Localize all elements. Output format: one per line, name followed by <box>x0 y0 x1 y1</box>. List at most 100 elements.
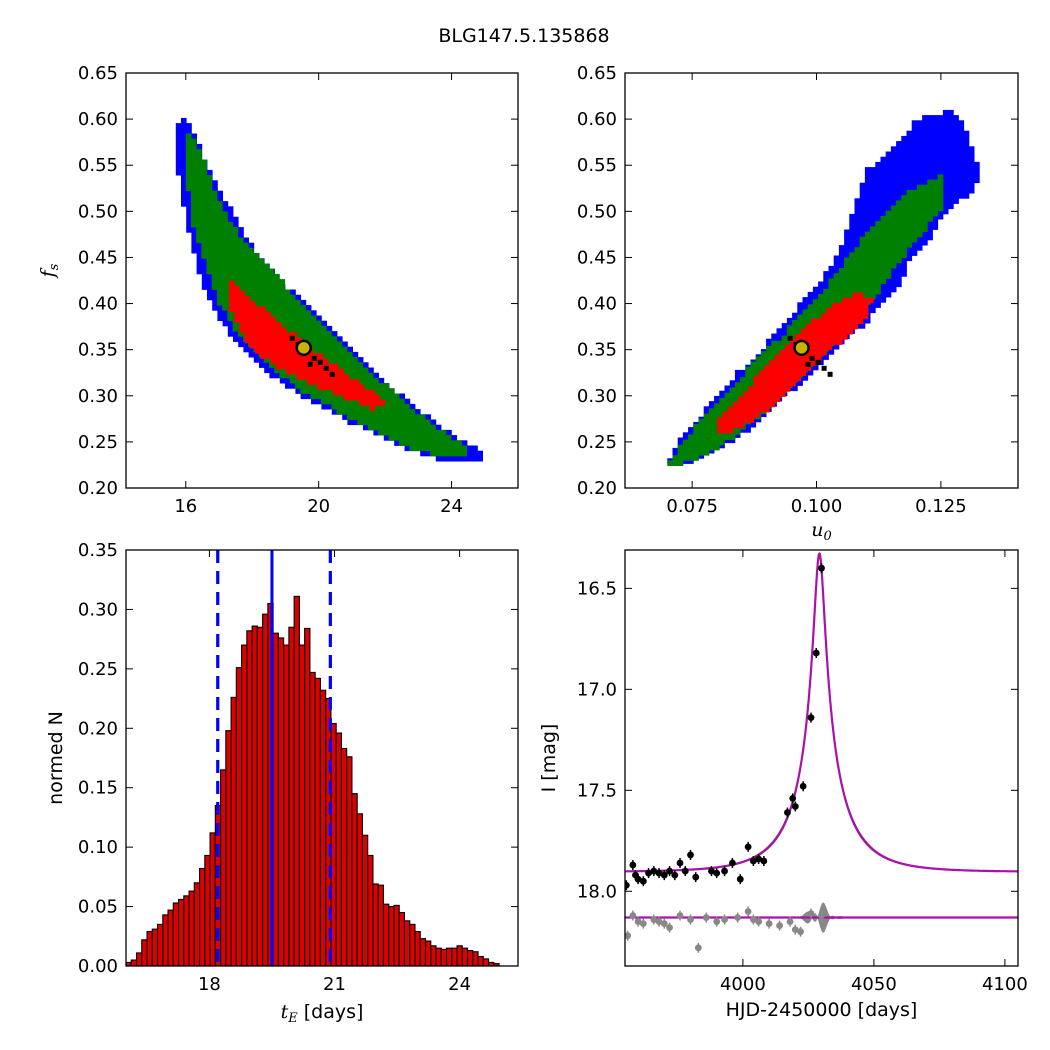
heatmap-cell <box>343 394 349 401</box>
heatmap-cell <box>901 182 907 189</box>
heatmap-cell <box>440 450 447 457</box>
heatmap-cell <box>859 283 866 290</box>
heatmap-cell <box>229 280 235 287</box>
histogram-bar <box>283 644 290 966</box>
heatmap-cell <box>812 299 819 305</box>
heatmap-cell <box>211 232 218 238</box>
heatmap-cell <box>326 403 333 410</box>
histogram-bar <box>382 903 390 966</box>
heatmap-cell <box>362 377 369 384</box>
heatmap-cell <box>260 327 266 333</box>
heatmap-cell <box>237 273 244 280</box>
heatmap-cell <box>383 419 389 426</box>
heatmap-cell <box>875 203 881 210</box>
heatmap-cell <box>233 336 239 342</box>
heatmap-cell <box>191 211 197 218</box>
heatmap-cell <box>181 138 187 145</box>
heatmap-cell <box>942 187 949 194</box>
heatmap-cell <box>745 377 751 383</box>
heatmap-cell <box>708 408 715 414</box>
heatmap-cell <box>378 393 384 400</box>
heatmap-cell <box>717 422 723 429</box>
heatmap-cell <box>831 318 838 325</box>
heatmap-cell <box>191 206 197 212</box>
heatmap-cell <box>243 341 249 348</box>
heatmap-cell <box>963 130 970 137</box>
heatmap-cell <box>734 392 741 399</box>
heatmap-cell <box>901 255 907 262</box>
heatmap-cell <box>399 424 405 431</box>
heatmap-cell <box>305 310 311 316</box>
heatmap-cell <box>911 156 918 163</box>
heatmap-cell <box>206 206 213 212</box>
heatmap-cell <box>906 200 913 206</box>
histogram-bar <box>335 732 342 966</box>
heatmap-cell <box>234 296 240 302</box>
heatmap-cell <box>901 210 907 217</box>
heatmap-cell <box>842 297 848 304</box>
heatmap-cell <box>810 323 817 330</box>
heatmap-cell <box>295 383 301 389</box>
heatmap-cell <box>331 331 338 337</box>
heatmap-cell <box>237 242 244 249</box>
histogram-bar <box>398 911 406 966</box>
heatmap-cell <box>289 294 296 301</box>
observation-point <box>655 869 663 877</box>
heatmap-cell <box>342 414 348 420</box>
heatmap-cell <box>211 190 218 197</box>
heatmap-cell <box>774 354 781 361</box>
heatmap-cell <box>249 337 256 344</box>
heatmap-cell <box>279 372 285 379</box>
heatmap-cell <box>963 193 970 199</box>
heatmap-cell <box>333 379 339 385</box>
heatmap-cell <box>901 265 907 272</box>
heatmap-cell <box>263 299 270 306</box>
heatmap-cell <box>693 455 699 461</box>
heatmap-cell <box>948 177 954 184</box>
heatmap-cell <box>838 273 845 279</box>
heatmap-cell <box>467 445 473 452</box>
heatmap-cell <box>922 115 928 121</box>
heatmap-cell <box>784 354 791 361</box>
heatmap-cell <box>374 400 381 406</box>
heatmap-cell <box>260 332 266 339</box>
heatmap-cell <box>446 429 452 436</box>
heatmap-cell <box>774 391 781 397</box>
heatmap-cell <box>232 232 239 238</box>
heatmap-cell <box>748 401 755 408</box>
heatmap-cell <box>265 322 271 328</box>
heatmap-cell <box>217 237 223 244</box>
heatmap-cell <box>181 195 187 202</box>
heatmap-cell <box>703 444 710 451</box>
heatmap-cell <box>854 262 861 269</box>
heatmap-cell <box>859 229 866 236</box>
heatmap-cell <box>958 161 965 168</box>
heatmap-cell <box>896 216 902 222</box>
heatmap-cell <box>207 289 213 296</box>
heatmap-cell <box>880 252 887 258</box>
heatmap-cell <box>191 232 197 238</box>
heatmap-cell <box>341 403 348 410</box>
heatmap-cell <box>207 279 213 285</box>
heatmap-cell <box>896 172 902 178</box>
heatmap-cell <box>797 325 803 331</box>
heatmap-cell <box>748 417 755 423</box>
y-tick-label: 0.20 <box>577 478 617 499</box>
heatmap-cell <box>367 377 374 384</box>
heatmap-cell <box>289 305 296 311</box>
heatmap-cell <box>456 455 463 462</box>
heatmap-cell <box>784 370 791 377</box>
heatmap-cell <box>222 232 228 238</box>
heatmap-cell <box>217 247 223 254</box>
x-tick-label: 0.100 <box>791 496 843 517</box>
heatmap-cell <box>864 257 871 264</box>
heatmap-cell <box>281 363 287 370</box>
heatmap-cell <box>196 143 203 150</box>
heatmap-cell <box>196 201 202 207</box>
heatmap-cell <box>790 339 796 345</box>
heatmap-cell <box>445 445 452 452</box>
heatmap-cell <box>800 360 807 366</box>
axes-frame <box>624 549 1019 967</box>
heatmap-cell <box>922 120 928 126</box>
heatmap-cell <box>743 401 749 408</box>
